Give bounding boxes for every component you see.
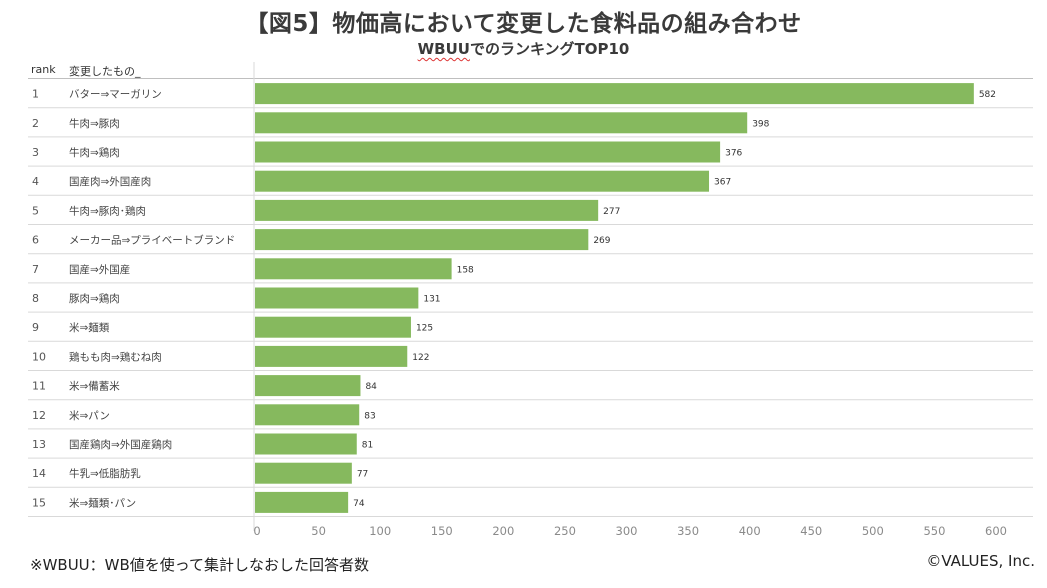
value-label: 77 xyxy=(357,470,368,480)
subtitle-prefix: WBUU xyxy=(417,40,470,58)
category-label: 米⇒麺類 xyxy=(69,321,110,334)
bar xyxy=(255,287,419,309)
value-label: 122 xyxy=(412,353,429,363)
category-label: バター⇒マーガリン xyxy=(69,89,162,101)
x-tick-label: 500 xyxy=(862,524,884,538)
value-label: 367 xyxy=(714,178,731,188)
bar xyxy=(255,83,974,105)
bar xyxy=(255,229,589,251)
chart-subtitle: WBUUでのランキングTOP10 xyxy=(0,38,1047,59)
x-tick-label: 100 xyxy=(369,524,391,538)
footnote: ※WBUU：WB値を使って集計しなおした回答者数 xyxy=(30,556,370,574)
rank-label: 6 xyxy=(32,234,39,247)
rank-label: 1 xyxy=(32,88,39,101)
rank-label: 14 xyxy=(32,467,46,480)
bar xyxy=(255,491,349,513)
rank-label: 8 xyxy=(32,292,39,305)
x-tick-label: 50 xyxy=(311,524,326,538)
category-label: 牛乳⇒低脂肪乳 xyxy=(69,467,141,480)
chart-title: 【図5】物価高において変更した食料品の組み合わせ xyxy=(245,11,802,37)
value-label: 398 xyxy=(752,119,769,129)
value-label: 131 xyxy=(423,295,440,305)
subtitle-suffix: でのランキングTOP10 xyxy=(469,40,630,58)
bar xyxy=(255,170,710,192)
rank-label: 9 xyxy=(32,321,39,334)
bar xyxy=(255,316,411,338)
x-tick-label: 400 xyxy=(739,524,761,538)
rank-label: 11 xyxy=(32,380,46,393)
bar xyxy=(255,404,360,426)
value-label: 376 xyxy=(725,149,742,159)
bar xyxy=(255,345,408,367)
category-label: 国産⇒外国産 xyxy=(69,263,130,276)
category-label: 豚肉⇒鶏肉 xyxy=(69,292,120,305)
bar xyxy=(255,433,357,455)
rank-label: 3 xyxy=(32,146,39,159)
rank-label: 10 xyxy=(32,350,46,363)
rank-label: 13 xyxy=(32,438,46,451)
value-label: 84 xyxy=(365,382,377,392)
rank-label: 15 xyxy=(32,496,46,509)
category-label: 米⇒パン xyxy=(69,409,110,422)
category-label: 牛肉⇒鶏肉 xyxy=(69,146,120,159)
category-label: 鶏もも肉⇒鶏むね肉 xyxy=(69,350,162,363)
bar xyxy=(255,462,352,484)
category-label: 国産肉⇒外国産肉 xyxy=(69,175,151,188)
copyright: ©VALUES, Inc. xyxy=(926,552,1035,570)
x-tick-label: 250 xyxy=(554,524,576,538)
rank-label: 2 xyxy=(32,117,39,130)
bar xyxy=(255,199,599,221)
category-label: 牛肉⇒豚肉 xyxy=(69,117,120,130)
x-tick-label: 600 xyxy=(985,524,1007,538)
item-column-header: 変更したもの_ xyxy=(69,65,141,78)
bar xyxy=(255,141,721,163)
x-tick-label: 450 xyxy=(800,524,822,538)
bar xyxy=(255,375,361,397)
rank-column-header: rank xyxy=(31,63,56,76)
x-tick-label: 0 xyxy=(253,524,260,538)
rank-label: 12 xyxy=(32,409,46,422)
value-label: 158 xyxy=(457,265,474,275)
value-label: 582 xyxy=(979,90,996,100)
x-tick-label: 300 xyxy=(616,524,638,538)
category-label: メーカー品⇒プライベートブランド xyxy=(69,234,235,247)
category-label: 牛肉⇒豚肉･鶏肉 xyxy=(69,204,146,217)
rank-label: 4 xyxy=(32,175,39,188)
category-label: 米⇒麺類･パン xyxy=(69,496,136,509)
x-tick-label: 150 xyxy=(431,524,453,538)
rank-label: 5 xyxy=(32,204,39,217)
bar xyxy=(255,258,452,280)
value-label: 269 xyxy=(593,236,610,246)
x-tick-label: 350 xyxy=(677,524,699,538)
x-tick-label: 200 xyxy=(492,524,514,538)
value-label: 83 xyxy=(364,411,375,421)
value-label: 125 xyxy=(416,324,433,334)
value-label: 277 xyxy=(603,207,620,217)
category-label: 米⇒備蓄米 xyxy=(69,380,120,393)
x-tick-label: 550 xyxy=(923,524,945,538)
category-label: 国産鶏肉⇒外国産鶏肉 xyxy=(69,438,172,451)
bar xyxy=(255,112,748,134)
value-label: 74 xyxy=(353,499,365,509)
rank-label: 7 xyxy=(32,263,39,276)
value-label: 81 xyxy=(362,441,373,451)
